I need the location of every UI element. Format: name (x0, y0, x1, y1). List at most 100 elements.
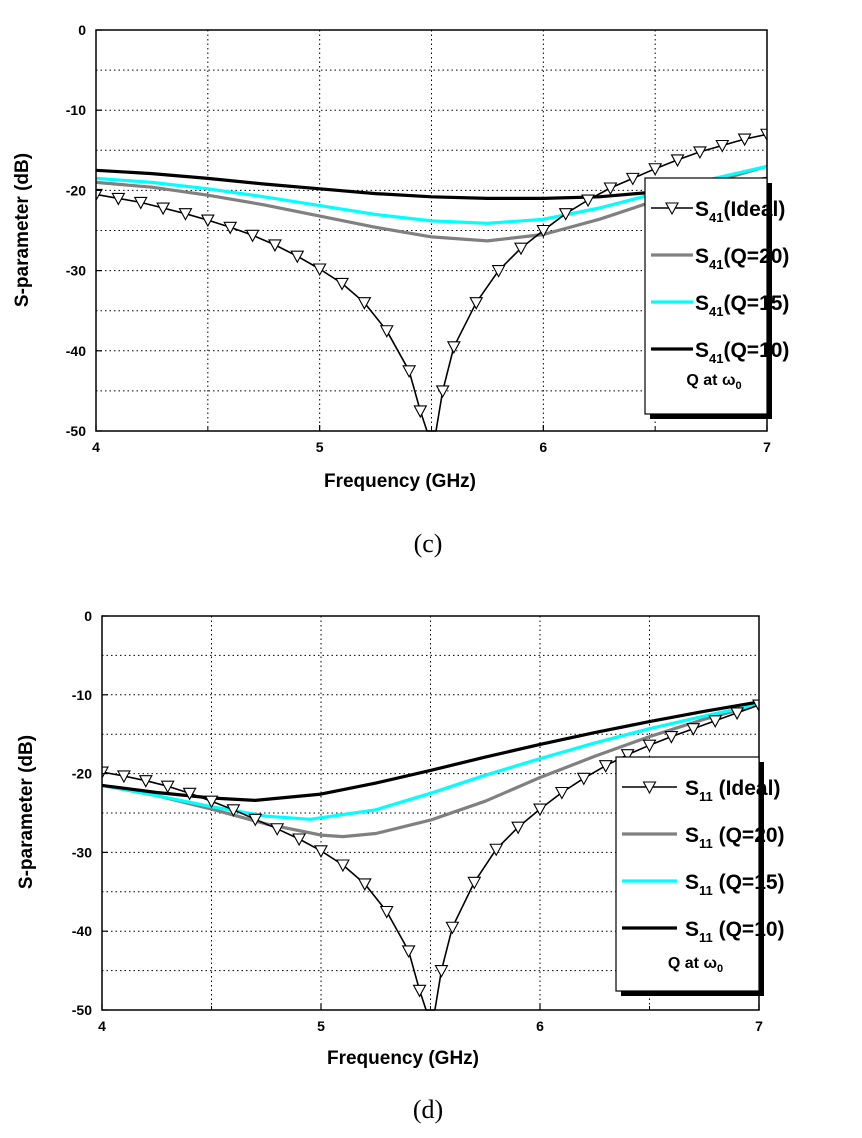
legend-label-main: S (695, 339, 709, 362)
series-point (226, 804, 241, 817)
series-point (178, 208, 193, 221)
series-point (536, 224, 551, 238)
series-point (204, 795, 219, 809)
series-point (603, 182, 618, 196)
series-point (625, 172, 640, 186)
legend-note: Q at ω0 (668, 955, 723, 975)
legend-label-3: S41(Q=10) (695, 339, 789, 366)
series-line-1 (102, 702, 759, 839)
y-tick-label: -30 (72, 844, 92, 860)
series-point (270, 823, 285, 836)
legend-label-3: S11 (Q=10) (685, 918, 785, 945)
legend-note-text: Q at ω (686, 372, 735, 389)
series-point (445, 921, 460, 935)
series-point (335, 277, 349, 291)
series-point (223, 221, 238, 235)
series-point (434, 965, 449, 978)
series-point (730, 707, 745, 721)
legend-label-main: S (685, 871, 699, 894)
series-point (692, 146, 707, 160)
y-tick-label: 0 (84, 608, 92, 624)
legend-label-sub: 41 (709, 210, 723, 225)
y-tick-label: -40 (66, 343, 86, 359)
series-point (752, 699, 759, 713)
y-tick-label: -10 (72, 687, 92, 703)
series-point (670, 154, 685, 168)
legend-note: Q at ω0 (686, 372, 741, 392)
series-point (598, 760, 613, 773)
series-point (664, 731, 679, 744)
legend-note-text: Q at ω (668, 955, 717, 972)
y-tick-label: -20 (66, 182, 86, 198)
series-point (156, 202, 171, 216)
series-point (379, 905, 394, 919)
x-axis-label: Frequency (GHz) (324, 471, 476, 492)
series-point (401, 945, 416, 959)
figure-caption: (c) (414, 529, 443, 558)
legend-label-1: S41(Q=20) (695, 245, 789, 272)
chart-panel-0: 4 5 6 7 0 -10 -20 -30 -40 -50 Frequency (GHz) S-par… (12, 22, 789, 558)
series-point (116, 770, 131, 784)
series-point (554, 786, 569, 800)
series-point (686, 723, 701, 736)
legend-marker (642, 781, 657, 795)
legend-label-sub: 11 (699, 836, 713, 851)
series-point (138, 775, 153, 788)
legend-label-main: S (695, 245, 709, 268)
series-point (489, 843, 504, 857)
y-tick-label: -50 (66, 423, 86, 439)
series-point (491, 265, 506, 278)
grid (102, 616, 759, 1010)
series-point (446, 341, 461, 354)
series-point (290, 250, 305, 264)
y-axis-label: S-parameter (dB) (12, 153, 33, 307)
series-point (160, 780, 175, 794)
x-tick-label: 4 (92, 439, 100, 455)
legend-label-sub: 11 (699, 883, 713, 898)
series-point (511, 821, 526, 835)
series-point (469, 297, 484, 310)
legend-label-1: S11 (Q=20) (685, 824, 785, 851)
series-point (533, 803, 547, 817)
legend-box (615, 756, 760, 992)
legend-label-main: S (685, 918, 699, 941)
series-point (312, 263, 327, 277)
figure-caption: (d) (413, 1095, 443, 1124)
series-point (620, 749, 635, 762)
series-point (402, 365, 417, 378)
legend-label-rest: (Q=20) (713, 824, 785, 847)
series-point (248, 813, 263, 827)
series-point (102, 766, 109, 780)
y-tick-label: -50 (72, 1002, 92, 1018)
legend-label-rest: (Ideal) (723, 198, 785, 221)
series-point (182, 787, 197, 801)
series-point (292, 833, 307, 847)
series-point (708, 715, 723, 728)
data-layer (102, 699, 759, 1011)
y-tick-label: -30 (66, 263, 86, 279)
legend-note-sub: 0 (735, 380, 741, 392)
series-point (642, 739, 657, 753)
legend-label-sub: 11 (699, 789, 713, 804)
x-tick-label: 5 (316, 439, 324, 455)
x-axis-label: Frequency (GHz) (327, 1048, 479, 1069)
series-point (737, 133, 752, 147)
series-point (760, 128, 767, 142)
legend-label-2: S11 (Q=15) (685, 871, 785, 898)
series-point (133, 196, 148, 210)
legend-label-0: S41(Ideal) (695, 198, 785, 225)
chart-panel-1: 4 5 6 7 0 -10 -20 -30 -40 -50 Frequency (GHz) S-par… (16, 608, 785, 1124)
x-tick-label: 6 (539, 439, 547, 455)
legend-label-main: S (695, 292, 709, 315)
x-tick-label: 7 (763, 439, 771, 455)
y-tick-label: -40 (72, 923, 92, 939)
series-point (514, 242, 528, 256)
x-tick-label: 5 (317, 1018, 325, 1034)
legend: S11 (Ideal)S11 (Q=20)S11 (Q=15)S11 (Q=10… (615, 756, 785, 996)
series-point (111, 192, 126, 206)
series-point (314, 845, 328, 858)
legend-label-sub: 41 (709, 257, 723, 272)
y-axis-label: S-parameter (dB) (16, 735, 37, 889)
series-point (379, 325, 394, 338)
series-point (335, 859, 350, 873)
